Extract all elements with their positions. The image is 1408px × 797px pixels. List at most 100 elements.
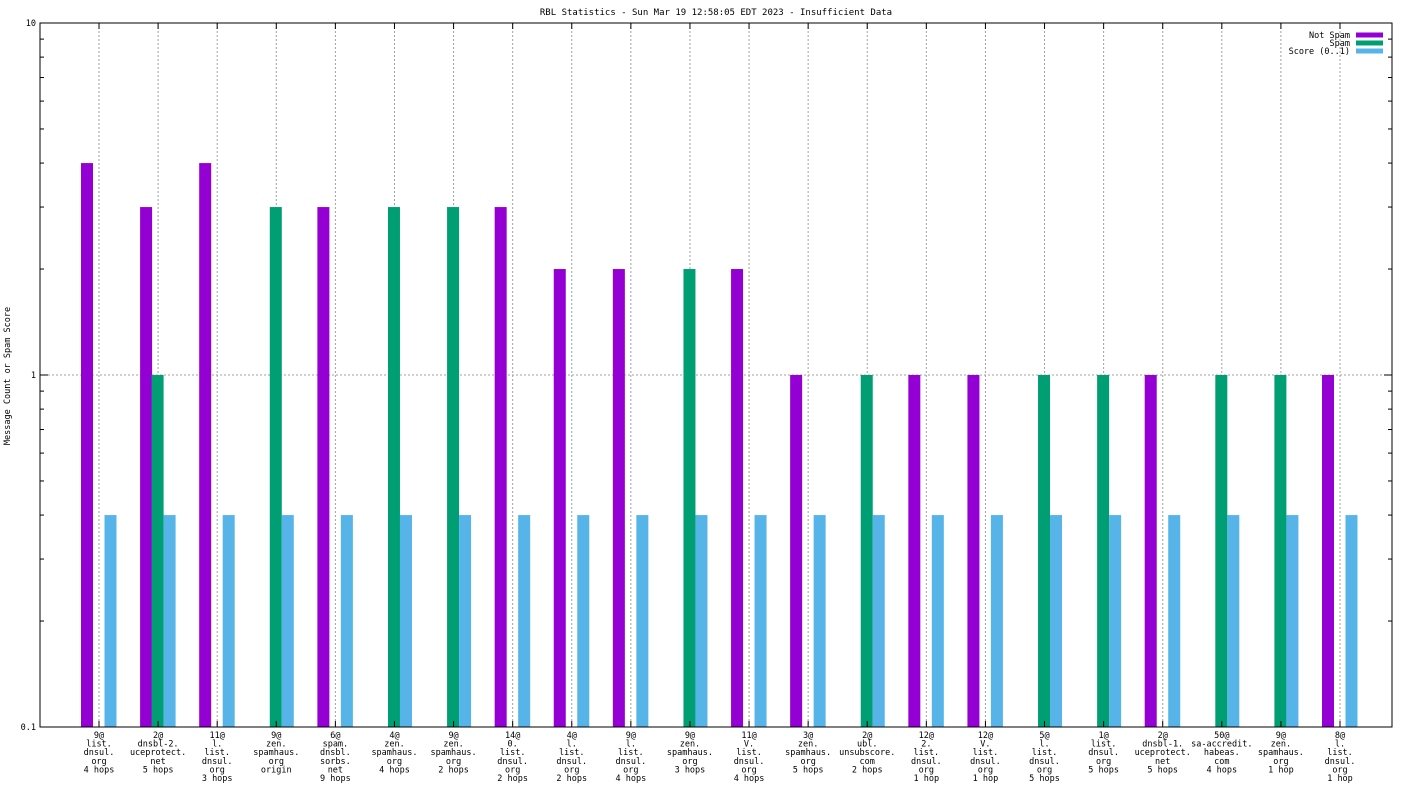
bar-spam	[1274, 375, 1287, 727]
x-tick-label-line: list.	[736, 748, 762, 758]
legend-swatch	[1356, 32, 1383, 38]
x-tick-label-line: 12@	[978, 731, 993, 741]
x-tick-label-line: 1 hop	[1327, 774, 1353, 784]
x-tick-label-line: unsubscore.	[839, 748, 895, 758]
legend-swatch	[1356, 48, 1383, 54]
x-tick-label-line: 5 hops	[1029, 774, 1060, 784]
bar-not-spam	[612, 269, 625, 727]
bar-not-spam	[317, 207, 330, 727]
legend-label: Spam	[1330, 39, 1350, 49]
x-tick-label-line: 1 hop	[1268, 765, 1294, 775]
x-tick-label-line: dnsul.	[84, 748, 115, 758]
x-tick-label-line: spamhaus.	[785, 748, 831, 758]
grid-lines	[40, 23, 1392, 727]
x-tick-label-line: org	[564, 765, 579, 775]
x-tick-label-line: org	[91, 757, 106, 767]
x-tick-label-line: l.	[567, 740, 577, 750]
x-tick-label-line: dnsul.	[556, 757, 587, 767]
x-tick-label-line: org	[269, 757, 284, 767]
x-tick-label-line: dnsul.	[497, 757, 528, 767]
bar-not-spam	[790, 375, 803, 727]
bar-score-0-1	[931, 515, 944, 727]
x-tick-label: 4@ l. list. dnsul. org 2 hops	[556, 731, 587, 784]
x-tick-label-line: dnsbl-1.	[1142, 740, 1183, 750]
x-tick-label-line: org	[741, 765, 756, 775]
x-tick-label: 9@ zen. spamhaus. org 3 hops	[667, 731, 713, 775]
x-tick-label-line: 11@	[741, 731, 756, 741]
bar-score-0-1	[1227, 515, 1240, 727]
x-tick-label-line: net	[328, 765, 343, 775]
x-tick-label-line: 1 hop	[973, 774, 999, 784]
y-tick-label: 10	[26, 19, 36, 29]
x-tick-label-line: 9@	[626, 731, 636, 741]
x-tick-label-line: list.	[86, 740, 112, 750]
x-tick-label-line: list.	[500, 748, 526, 758]
x-tick-label-line: org	[623, 765, 638, 775]
x-tick-label-line: 3@	[803, 731, 813, 741]
x-tick-label: 2@ dnsbl-2. uceprotect. net 5 hops	[130, 731, 186, 775]
x-tick-label-line: spamhaus.	[253, 748, 299, 758]
bar-score-0-1	[636, 515, 649, 727]
bar-score-0-1	[1286, 515, 1299, 727]
x-tick-label-line: org	[446, 757, 461, 767]
x-tick-label-line: org	[1037, 765, 1052, 775]
bar-spam	[1215, 375, 1228, 727]
x-tick-label-line: 50@	[1214, 731, 1229, 741]
x-tick-label-line: 2@	[1158, 731, 1168, 741]
x-tick-label-line: 5 hops	[1147, 765, 1178, 775]
x-tick-label-line: 5 hops	[1088, 765, 1119, 775]
x-tick-label-line: org	[505, 765, 520, 775]
x-tick-label-line: com	[860, 757, 875, 767]
legend-label: Not Spam	[1309, 31, 1350, 41]
x-tick-label-line: net	[150, 757, 165, 767]
bar-not-spam	[553, 269, 566, 727]
x-tick-label-line: 5@	[1039, 731, 1049, 741]
bar-spam	[860, 375, 873, 727]
bar-not-spam	[967, 375, 980, 727]
bar-score-0-1	[1109, 515, 1122, 727]
x-tick-label-line: dnsul.	[911, 757, 942, 767]
x-tick-label-line: org	[1096, 757, 1111, 767]
x-tick-label: 9@ list. dnsul. org 4 hops	[84, 731, 115, 775]
bar-score-0-1	[1168, 515, 1181, 727]
x-tick-label-line: 4 hops	[84, 765, 115, 775]
x-tick-label-line: 6@	[330, 731, 340, 741]
x-tick-label-line: dnsul.	[734, 757, 765, 767]
x-tick-label-line: 2 hops	[556, 774, 587, 784]
x-tick-label-line: spamhaus.	[667, 748, 713, 758]
axis-ticks: 0.1 1 10	[21, 19, 1392, 733]
bar-spam	[151, 375, 164, 727]
x-tick-label-line: sa-accredit.	[1191, 740, 1252, 750]
x-tick-label-line: 9@	[448, 731, 458, 741]
bar-not-spam	[1322, 375, 1334, 727]
x-tick-label-line: zen.	[798, 740, 818, 750]
x-tick-label-line: 14@	[505, 731, 520, 741]
bar-score-0-1	[518, 515, 531, 727]
x-tick-label-line: zen.	[680, 740, 700, 750]
bar-score-0-1	[222, 515, 235, 727]
bar-spam	[683, 269, 696, 727]
bar-spam	[269, 207, 282, 727]
x-tick-label-line: dnsul.	[202, 757, 233, 767]
x-tick-label-line: com	[1214, 757, 1229, 767]
x-tick-label-line: dnsbl.	[320, 748, 351, 758]
x-tick-label-line: 5 hops	[793, 765, 824, 775]
x-tick-label-line: list.	[1091, 740, 1117, 750]
x-tick-label-line: org	[682, 757, 697, 767]
bar-not-spam	[908, 375, 921, 727]
bar-score-0-1	[104, 515, 117, 727]
bar-score-0-1	[459, 515, 472, 727]
bar-score-0-1	[399, 515, 412, 727]
x-tick-label-line: org	[800, 757, 815, 767]
x-tick-label-line: 9@	[94, 731, 104, 741]
x-tick-label-line: l.	[626, 740, 636, 750]
x-tick-label-line: 2@	[153, 731, 163, 741]
x-tick-label-line: 4 hops	[734, 774, 765, 784]
x-tick-label-line: org	[210, 765, 225, 775]
x-tick-label: 50@ sa-accredit. habeas. com 4 hops	[1191, 731, 1252, 775]
x-tick-label-line: org	[387, 757, 402, 767]
bar-score-0-1	[695, 515, 708, 727]
y-tick-label: 0.1	[21, 723, 36, 733]
